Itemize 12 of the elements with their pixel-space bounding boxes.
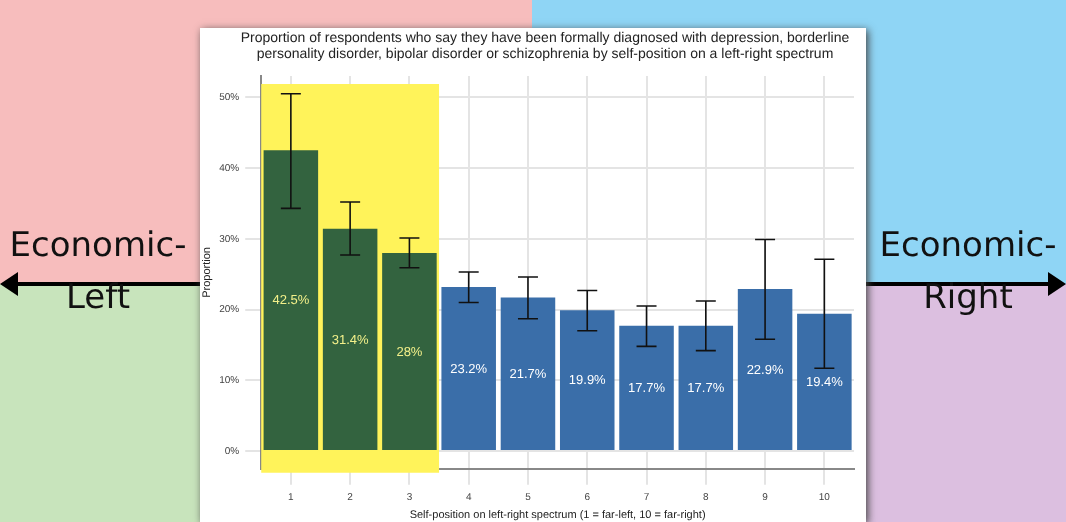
bar (678, 325, 734, 451)
text: Economic-Right (877, 224, 1059, 322)
bar (500, 297, 556, 451)
bar (322, 228, 378, 451)
bar (382, 252, 437, 451)
text: Economic-Left (7, 224, 189, 322)
bar (559, 310, 615, 451)
bar (441, 286, 496, 451)
bar (797, 313, 852, 451)
bar (737, 289, 793, 451)
bar (619, 325, 674, 451)
bar (263, 150, 319, 451)
